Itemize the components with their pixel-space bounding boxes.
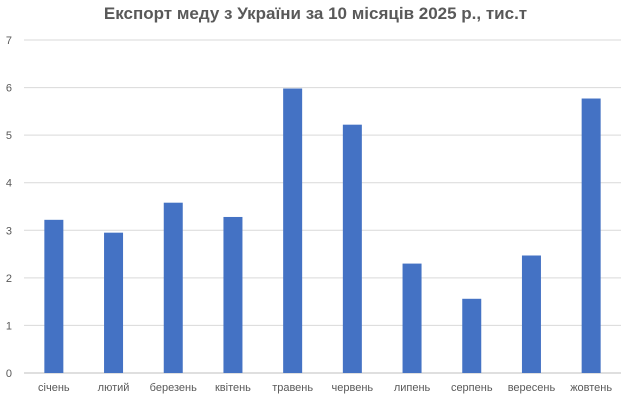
x-tick-label: квітень xyxy=(215,382,251,394)
x-tick-label: вересень xyxy=(508,382,556,394)
bar-травень xyxy=(283,88,303,373)
bar-січень xyxy=(44,219,64,373)
bar-серпень xyxy=(462,298,482,373)
y-tick-label: 2 xyxy=(6,273,12,285)
x-tick-label: січень xyxy=(38,382,70,394)
x-tick-label: лютий xyxy=(98,382,130,394)
x-tick-label: червень xyxy=(332,382,374,394)
x-tick-label: травень xyxy=(272,382,313,394)
y-tick-label: 3 xyxy=(6,225,12,237)
y-axis-tick-labels: 0 1 2 3 4 5 6 7 xyxy=(6,35,12,380)
bar-лютий xyxy=(104,232,124,373)
bar-квітень xyxy=(223,216,243,373)
y-tick-label: 6 xyxy=(6,83,12,95)
bar-липень xyxy=(402,263,422,373)
x-tick-label: серпень xyxy=(451,382,493,394)
y-tick-label: 0 xyxy=(6,368,12,380)
x-tick-label: жовтень xyxy=(570,382,612,394)
gridlines xyxy=(24,39,621,374)
x-tick-label: липень xyxy=(394,382,431,394)
bar-жовтень xyxy=(581,98,601,374)
y-tick-label: 5 xyxy=(6,130,12,142)
y-tick-label: 4 xyxy=(6,178,12,190)
bar-березень xyxy=(163,202,183,373)
x-tick-label: березень xyxy=(150,382,197,394)
x-axis-tick-labels: січень лютий березень квітень травень червень… xyxy=(38,382,612,394)
y-tick-label: 7 xyxy=(6,35,12,47)
chart-title: Експорт меду з України за 10 місяців 202… xyxy=(103,4,528,23)
bar-червень xyxy=(342,124,362,373)
y-tick-label: 1 xyxy=(6,320,12,332)
bar-вересень xyxy=(521,255,541,373)
bars xyxy=(44,88,601,374)
